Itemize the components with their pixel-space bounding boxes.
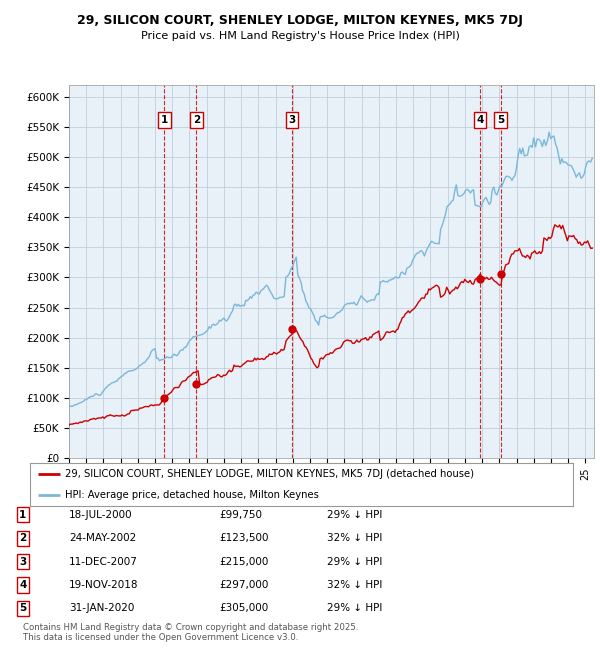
- Text: 3: 3: [288, 115, 295, 125]
- Text: 2: 2: [193, 115, 200, 125]
- Text: 4: 4: [19, 580, 26, 590]
- Text: 32% ↓ HPI: 32% ↓ HPI: [327, 580, 382, 590]
- Text: 19-NOV-2018: 19-NOV-2018: [69, 580, 139, 590]
- Text: HPI: Average price, detached house, Milton Keynes: HPI: Average price, detached house, Milt…: [65, 490, 319, 500]
- Text: 29% ↓ HPI: 29% ↓ HPI: [327, 556, 382, 567]
- Text: 3: 3: [19, 556, 26, 567]
- Text: 31-JAN-2020: 31-JAN-2020: [69, 603, 134, 614]
- Text: 29, SILICON COURT, SHENLEY LODGE, MILTON KEYNES, MK5 7DJ: 29, SILICON COURT, SHENLEY LODGE, MILTON…: [77, 14, 523, 27]
- Text: £297,000: £297,000: [219, 580, 268, 590]
- Text: 4: 4: [476, 115, 484, 125]
- Text: 5: 5: [497, 115, 505, 125]
- Text: 29, SILICON COURT, SHENLEY LODGE, MILTON KEYNES, MK5 7DJ (detached house): 29, SILICON COURT, SHENLEY LODGE, MILTON…: [65, 469, 474, 479]
- Text: Contains HM Land Registry data © Crown copyright and database right 2025.
This d: Contains HM Land Registry data © Crown c…: [23, 623, 358, 642]
- Text: 24-MAY-2002: 24-MAY-2002: [69, 533, 136, 543]
- Text: 1: 1: [19, 510, 26, 520]
- Text: 1: 1: [161, 115, 168, 125]
- Text: 11-DEC-2007: 11-DEC-2007: [69, 556, 138, 567]
- Text: 5: 5: [19, 603, 26, 614]
- Text: Price paid vs. HM Land Registry's House Price Index (HPI): Price paid vs. HM Land Registry's House …: [140, 31, 460, 41]
- Text: 32% ↓ HPI: 32% ↓ HPI: [327, 533, 382, 543]
- Text: £305,000: £305,000: [219, 603, 268, 614]
- Text: £215,000: £215,000: [219, 556, 268, 567]
- Text: 18-JUL-2000: 18-JUL-2000: [69, 510, 133, 520]
- Text: 2: 2: [19, 533, 26, 543]
- Text: £99,750: £99,750: [219, 510, 262, 520]
- Text: 29% ↓ HPI: 29% ↓ HPI: [327, 510, 382, 520]
- Text: £123,500: £123,500: [219, 533, 269, 543]
- Text: 29% ↓ HPI: 29% ↓ HPI: [327, 603, 382, 614]
